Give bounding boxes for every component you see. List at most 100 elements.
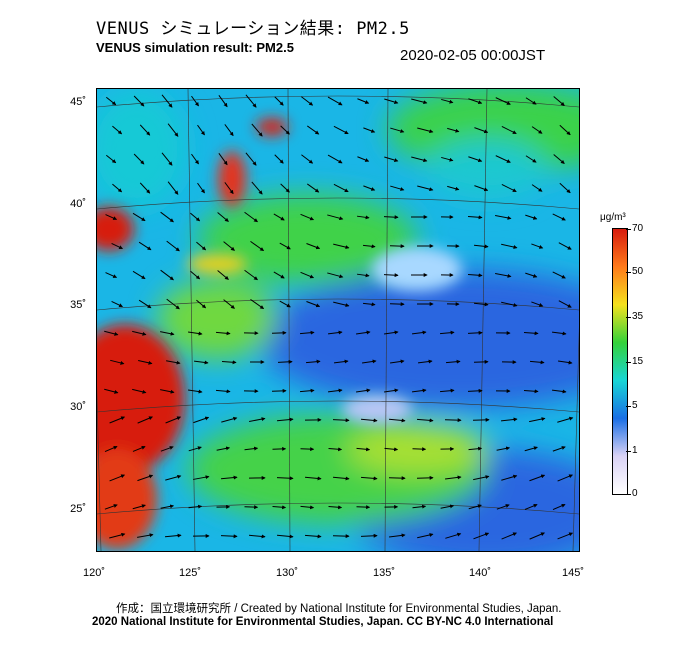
wind-arrow bbox=[356, 505, 371, 510]
wind-arrow bbox=[558, 300, 572, 308]
wind-arrow bbox=[306, 301, 321, 308]
wind-arrow bbox=[300, 271, 315, 279]
wind-arrow bbox=[332, 476, 350, 481]
wind-arrow bbox=[390, 185, 405, 191]
wind-arrow bbox=[274, 96, 284, 106]
wind-arrow bbox=[220, 475, 238, 480]
colorbar-tickmark bbox=[626, 272, 631, 273]
wind-arrow bbox=[138, 241, 152, 251]
wind-arrow bbox=[280, 183, 290, 193]
wind-arrow bbox=[224, 182, 234, 195]
meridian-line bbox=[97, 385, 102, 551]
wind-arrow bbox=[444, 475, 462, 480]
wind-arrow bbox=[363, 127, 376, 133]
wind-arrow bbox=[467, 388, 483, 393]
wind-arrow bbox=[167, 181, 179, 195]
wind-arrow bbox=[388, 418, 406, 423]
wind-arrow bbox=[473, 359, 489, 364]
wind-arrow bbox=[132, 445, 146, 452]
wind-arrow bbox=[529, 532, 545, 540]
meridian-line bbox=[478, 89, 488, 551]
wind-arrow bbox=[529, 360, 545, 365]
wind-arrow bbox=[193, 416, 210, 424]
lat-label-40: 40˚ bbox=[70, 198, 86, 210]
wind-arrow bbox=[327, 154, 343, 164]
lat-label-35: 35˚ bbox=[70, 299, 86, 311]
wind-arrow bbox=[280, 125, 290, 135]
wind-arrow bbox=[360, 533, 378, 538]
wind-arrow bbox=[161, 152, 173, 166]
wind-arrow bbox=[523, 331, 539, 336]
wind-arrow bbox=[525, 155, 537, 163]
wind-arrow bbox=[276, 417, 294, 422]
wind-arrow bbox=[495, 273, 512, 278]
wind-arrow bbox=[552, 213, 566, 221]
wind-arrow bbox=[165, 416, 182, 424]
wind-arrow bbox=[440, 504, 455, 509]
wind-arrow bbox=[468, 446, 483, 451]
colorbar-tickmark bbox=[626, 451, 631, 452]
wind-arrow bbox=[160, 211, 174, 223]
wind-arrow bbox=[160, 389, 175, 394]
wind-arrow bbox=[525, 214, 538, 220]
wind-arrow bbox=[360, 418, 378, 423]
wind-arrow bbox=[132, 330, 147, 336]
wind-arrow bbox=[245, 94, 257, 108]
wind-arrow bbox=[531, 301, 544, 307]
wind-arrow bbox=[138, 359, 153, 365]
wind-arrow bbox=[223, 241, 235, 251]
wind-arrow bbox=[467, 215, 483, 220]
wind-arrow bbox=[501, 474, 518, 481]
wind-vectors bbox=[104, 94, 574, 540]
wind-arrow bbox=[384, 98, 399, 104]
wind-arrow bbox=[221, 360, 237, 365]
colorbar-tick-70: 70 bbox=[632, 223, 644, 234]
wind-arrow bbox=[552, 446, 566, 452]
wind-arrow bbox=[441, 98, 454, 104]
wind-arrow bbox=[363, 185, 376, 191]
wind-arrow bbox=[104, 445, 118, 452]
wind-arrow bbox=[557, 416, 574, 423]
wind-arrow bbox=[274, 154, 284, 164]
wind-arrow bbox=[417, 127, 434, 134]
wind-arrow bbox=[304, 476, 322, 481]
wind-arrow bbox=[356, 330, 371, 335]
credit-line: 作成：国立環境研究所 / Created by National Institu… bbox=[116, 603, 562, 615]
wind-arrow bbox=[104, 388, 119, 394]
wind-arrow bbox=[441, 156, 454, 162]
wind-arrow bbox=[529, 474, 546, 482]
wind-arrow bbox=[356, 215, 370, 220]
wind-arrow bbox=[188, 504, 203, 509]
wind-arrow bbox=[524, 446, 538, 452]
wind-arrow bbox=[197, 182, 205, 194]
wind-arrow bbox=[390, 127, 405, 133]
wind-arrow bbox=[218, 153, 228, 166]
wind-arrow bbox=[167, 123, 179, 137]
wind-arrow bbox=[417, 185, 434, 192]
wind-arrow bbox=[333, 183, 349, 193]
wind-arrow bbox=[190, 270, 201, 280]
wind-arrow bbox=[467, 330, 483, 335]
lon-label-140: 140˚ bbox=[468, 567, 492, 579]
wind-arrow bbox=[193, 360, 209, 365]
pm25-map bbox=[96, 88, 580, 552]
wind-arrow bbox=[245, 152, 257, 166]
wind-arrow bbox=[188, 446, 202, 452]
wind-arrow bbox=[384, 156, 399, 162]
colorbar-tick-50: 50 bbox=[632, 266, 644, 277]
wind-arrow bbox=[300, 213, 315, 221]
wind-arrow bbox=[559, 182, 571, 194]
lon-label-125: 125˚ bbox=[178, 567, 202, 579]
wind-arrow bbox=[383, 215, 399, 220]
wind-arrow bbox=[356, 447, 371, 452]
wind-arrow bbox=[501, 243, 518, 249]
lon-label-145: 145˚ bbox=[561, 567, 585, 579]
wind-arrow bbox=[279, 242, 291, 250]
wind-arrow bbox=[559, 124, 571, 136]
wind-arrow bbox=[112, 183, 123, 193]
wind-arrow bbox=[137, 533, 154, 538]
wind-arrow bbox=[307, 183, 320, 193]
wind-arrow bbox=[531, 126, 543, 134]
wind-arrow bbox=[362, 302, 376, 307]
wind-arrow bbox=[333, 125, 349, 135]
